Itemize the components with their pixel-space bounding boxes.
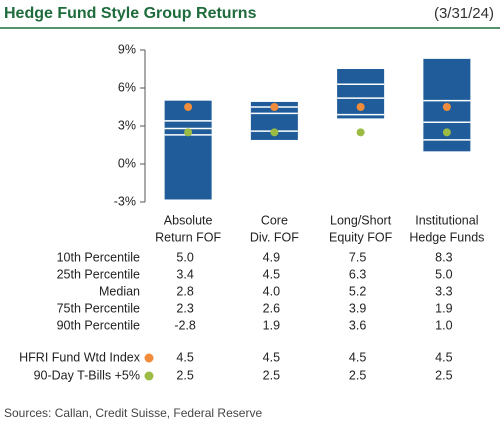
table-value: 4.9 bbox=[263, 250, 280, 264]
table-value: 3.6 bbox=[349, 318, 366, 332]
table-value: 2.6 bbox=[263, 301, 280, 315]
x-tick-label: Hedge Funds bbox=[409, 230, 484, 244]
row-label: 25th Percentile bbox=[57, 267, 140, 281]
y-tick-label: 3% bbox=[118, 118, 136, 132]
table-value: 4.5 bbox=[435, 350, 452, 364]
x-tick-label: Equity FOF bbox=[329, 230, 393, 244]
table-value: 1.9 bbox=[435, 301, 452, 315]
source-note: Sources: Callan, Credit Suisse, Federal … bbox=[4, 406, 262, 420]
legend-label: 90-Day T-Bills +5% bbox=[34, 368, 140, 382]
marker-dot bbox=[442, 128, 451, 137]
chart-title: Hedge Fund Style Group Returns bbox=[4, 5, 257, 22]
table-value: 4.5 bbox=[349, 350, 366, 364]
marker-dot bbox=[442, 103, 451, 111]
table-value: 4.5 bbox=[263, 267, 280, 281]
y-tick-label: -3% bbox=[114, 194, 136, 208]
y-tick-label: 9% bbox=[118, 42, 136, 56]
y-tick-label: 6% bbox=[118, 80, 136, 94]
legend-marker bbox=[144, 353, 154, 363]
table-value: 6.3 bbox=[349, 267, 366, 281]
marker-dot bbox=[184, 103, 193, 111]
table-value: 5.2 bbox=[349, 284, 366, 298]
table-value: 2.3 bbox=[176, 301, 193, 315]
table-value: 2.5 bbox=[176, 368, 193, 382]
table-value: 2.5 bbox=[349, 368, 366, 382]
x-tick-label: Core bbox=[261, 213, 288, 227]
table-value: 7.5 bbox=[349, 250, 366, 264]
marker-dot bbox=[356, 128, 365, 137]
table-value: 8.3 bbox=[435, 250, 452, 264]
table-value: 4.0 bbox=[263, 284, 280, 298]
legend-marker bbox=[144, 371, 154, 381]
row-label: Median bbox=[99, 284, 140, 298]
table-value: 5.0 bbox=[435, 267, 452, 281]
table-value: -2.8 bbox=[174, 318, 196, 332]
x-tick-label: Institutional bbox=[415, 213, 478, 227]
table-value: 5.0 bbox=[176, 250, 193, 264]
row-label: 75th Percentile bbox=[57, 301, 140, 315]
x-tick-label: Div. FOF bbox=[250, 230, 299, 244]
x-tick-label: Absolute bbox=[164, 213, 213, 227]
table-value: 3.9 bbox=[349, 301, 366, 315]
table-value: 1.9 bbox=[263, 318, 280, 332]
table-value: 4.5 bbox=[176, 350, 193, 364]
x-tick-label: Long/Short bbox=[330, 213, 392, 227]
table-value: 2.5 bbox=[435, 368, 452, 382]
range-bar bbox=[164, 100, 212, 200]
x-tick-label: Return FOF bbox=[155, 230, 221, 244]
marker-dot bbox=[184, 128, 193, 137]
row-label: 90th Percentile bbox=[57, 318, 140, 332]
marker-dot bbox=[356, 103, 365, 111]
y-tick-label: 0% bbox=[118, 156, 136, 170]
table-value: 4.5 bbox=[263, 350, 280, 364]
table-value: 2.8 bbox=[176, 284, 193, 298]
table-value: 3.4 bbox=[176, 267, 193, 281]
table-value: 3.3 bbox=[435, 284, 452, 298]
legend-label: HFRI Fund Wtd Index bbox=[19, 350, 141, 364]
chart-date: (3/31/24) bbox=[434, 5, 494, 22]
row-label: 10th Percentile bbox=[57, 250, 140, 264]
marker-dot bbox=[270, 128, 279, 137]
table-value: 1.0 bbox=[435, 318, 452, 332]
table-value: 2.5 bbox=[263, 368, 280, 382]
marker-dot bbox=[270, 103, 279, 111]
